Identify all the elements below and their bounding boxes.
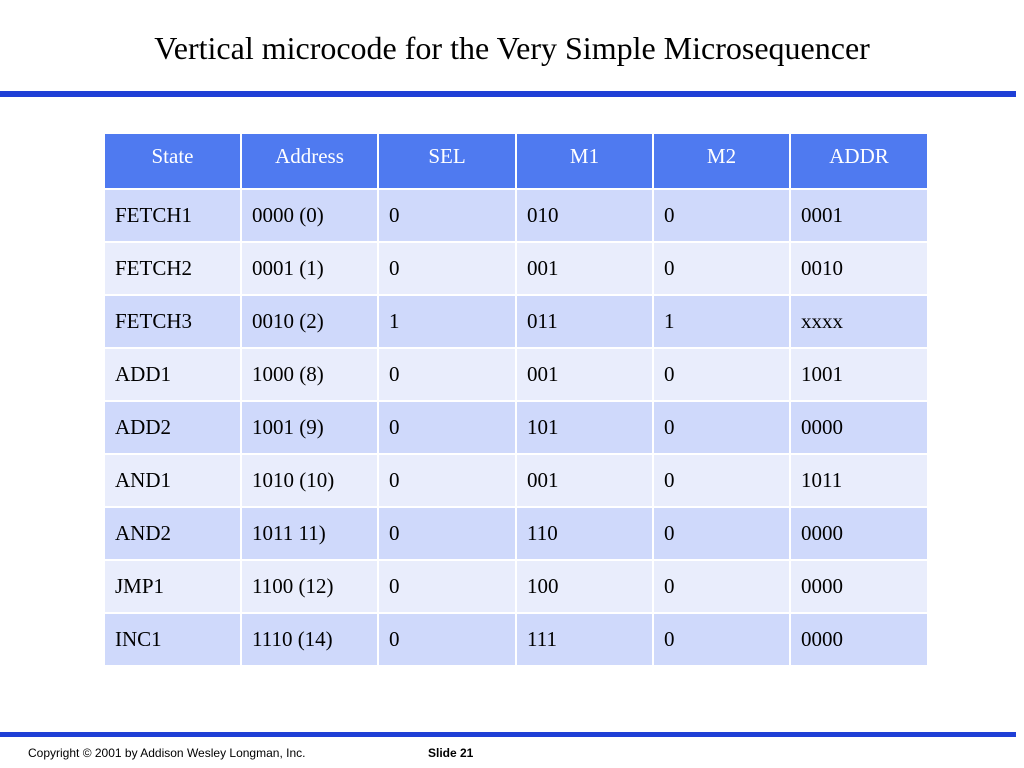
cell-state: FETCH1 — [103, 188, 242, 243]
cell-sel: 1 — [377, 294, 517, 349]
cell-m2: 0 — [652, 241, 791, 296]
cell-address: 0000 (0) — [240, 188, 379, 243]
header-address: Address — [240, 132, 379, 190]
cell-addr: 0000 — [789, 559, 929, 614]
cell-m1: 001 — [515, 241, 654, 296]
table-row: ADD1 1000 (8) 0 001 0 1001 — [103, 347, 929, 402]
cell-address: 0001 (1) — [240, 241, 379, 296]
header-m1: M1 — [515, 132, 654, 190]
table-row: ADD2 1001 (9) 0 101 0 0000 — [103, 400, 929, 455]
cell-state: AND2 — [103, 506, 242, 561]
slide-number: Slide 21 — [428, 746, 474, 760]
cell-address: 0010 (2) — [240, 294, 379, 349]
table-row: AND1 1010 (10) 0 001 0 1011 — [103, 453, 929, 508]
table-row: INC1 1110 (14) 0 111 0 0000 — [103, 612, 929, 667]
cell-address: 1100 (12) — [240, 559, 379, 614]
cell-addr: 0001 — [789, 188, 929, 243]
cell-addr: 1011 — [789, 453, 929, 508]
table-row: FETCH2 0001 (1) 0 001 0 0010 — [103, 241, 929, 296]
cell-sel: 0 — [377, 347, 517, 402]
cell-m1: 010 — [515, 188, 654, 243]
table-row: FETCH1 0000 (0) 0 010 0 0001 — [103, 188, 929, 243]
cell-state: JMP1 — [103, 559, 242, 614]
cell-state: FETCH2 — [103, 241, 242, 296]
cell-address: 1000 (8) — [240, 347, 379, 402]
cell-addr: 0000 — [789, 612, 929, 667]
cell-m1: 100 — [515, 559, 654, 614]
footer-divider — [0, 732, 1016, 737]
cell-m1: 011 — [515, 294, 654, 349]
cell-addr: 0010 — [789, 241, 929, 296]
cell-state: ADD1 — [103, 347, 242, 402]
cell-state: AND1 — [103, 453, 242, 508]
cell-sel: 0 — [377, 241, 517, 296]
cell-m1: 101 — [515, 400, 654, 455]
footer-copyright: Copyright © 2001 by Addison Wesley Longm… — [28, 746, 306, 760]
cell-m1: 001 — [515, 347, 654, 402]
cell-addr: xxxx — [789, 294, 929, 349]
cell-sel: 0 — [377, 453, 517, 508]
cell-addr: 0000 — [789, 400, 929, 455]
slide-title: Vertical microcode for the Very Simple M… — [154, 30, 870, 66]
cell-m2: 1 — [652, 294, 791, 349]
cell-address: 1001 (9) — [240, 400, 379, 455]
header-m2: M2 — [652, 132, 791, 190]
cell-m2: 0 — [652, 347, 791, 402]
cell-sel: 0 — [377, 559, 517, 614]
cell-m1: 001 — [515, 453, 654, 508]
cell-m2: 0 — [652, 612, 791, 667]
cell-m2: 0 — [652, 559, 791, 614]
cell-m1: 111 — [515, 612, 654, 667]
cell-state: FETCH3 — [103, 294, 242, 349]
cell-state: INC1 — [103, 612, 242, 667]
table-row: FETCH3 0010 (2) 1 011 1 xxxx — [103, 294, 929, 349]
table-header-row: State Address SEL M1 M2 ADDR — [103, 132, 929, 190]
cell-address: 1011 11) — [240, 506, 379, 561]
cell-address: 1010 (10) — [240, 453, 379, 508]
cell-sel: 0 — [377, 612, 517, 667]
cell-m2: 0 — [652, 188, 791, 243]
cell-sel: 0 — [377, 188, 517, 243]
cell-m2: 0 — [652, 400, 791, 455]
cell-addr: 1001 — [789, 347, 929, 402]
header-state: State — [103, 132, 242, 190]
header-sel: SEL — [377, 132, 517, 190]
cell-m1: 110 — [515, 506, 654, 561]
table-row: JMP1 1100 (12) 0 100 0 0000 — [103, 559, 929, 614]
cell-sel: 0 — [377, 506, 517, 561]
cell-addr: 0000 — [789, 506, 929, 561]
microcode-table: State Address SEL M1 M2 ADDR FETCH1 0000… — [103, 132, 929, 667]
title-divider — [0, 91, 1016, 97]
cell-m2: 0 — [652, 506, 791, 561]
cell-sel: 0 — [377, 400, 517, 455]
table-row: AND2 1011 11) 0 110 0 0000 — [103, 506, 929, 561]
cell-m2: 0 — [652, 453, 791, 508]
cell-address: 1110 (14) — [240, 612, 379, 667]
header-addr: ADDR — [789, 132, 929, 190]
cell-state: ADD2 — [103, 400, 242, 455]
